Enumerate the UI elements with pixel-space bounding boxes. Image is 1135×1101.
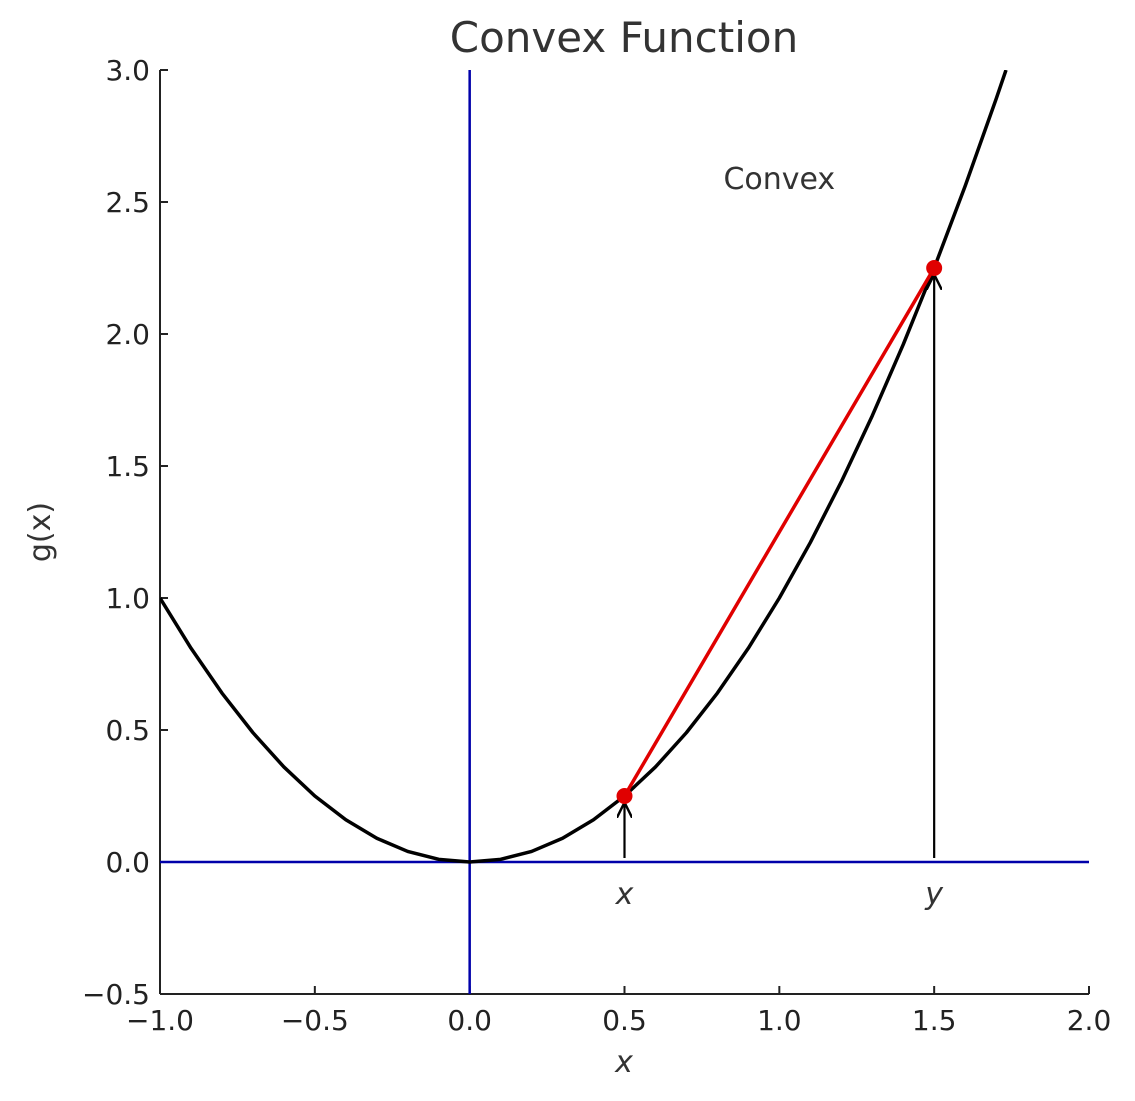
y-tick-label: 1.5 [105, 450, 150, 483]
x-tick-label: 1.5 [912, 1004, 957, 1037]
x-axis-label: x [614, 1045, 633, 1080]
y-tick-label: −0.5 [82, 978, 150, 1011]
x-tick-label: 2.0 [1067, 1004, 1112, 1037]
point-label: y [924, 877, 944, 912]
y-tick-label: 0.0 [105, 846, 150, 879]
y-tick-label: 3.0 [105, 54, 150, 87]
y-tick-label: 1.0 [105, 582, 150, 615]
chord-endpoint [616, 788, 633, 804]
y-tick-label: 2.0 [105, 318, 150, 351]
y-tick-label: 2.5 [105, 186, 150, 219]
x-tick-label: −0.5 [281, 1004, 349, 1037]
x-tick-label: 0.0 [447, 1004, 492, 1037]
point-label: x [615, 877, 634, 912]
y-tick-label: 0.5 [105, 714, 150, 747]
function-curve [160, 70, 1008, 864]
x-tick-label: 0.5 [602, 1004, 647, 1037]
convex-annotation: Convex [723, 162, 835, 197]
chart-title: Convex Function [450, 13, 798, 62]
chord-endpoint [926, 260, 943, 276]
y-axis-label: g(x) [23, 502, 58, 562]
x-tick-label: −1.0 [126, 1004, 194, 1037]
plot-area: −1.0 −0.5 0.0 0.5 1.0 1.5 2.0−0.50.00.51.01.52… [82, 54, 1111, 1037]
chord-line [622, 267, 936, 797]
x-tick-label: 1.0 [757, 1004, 802, 1037]
